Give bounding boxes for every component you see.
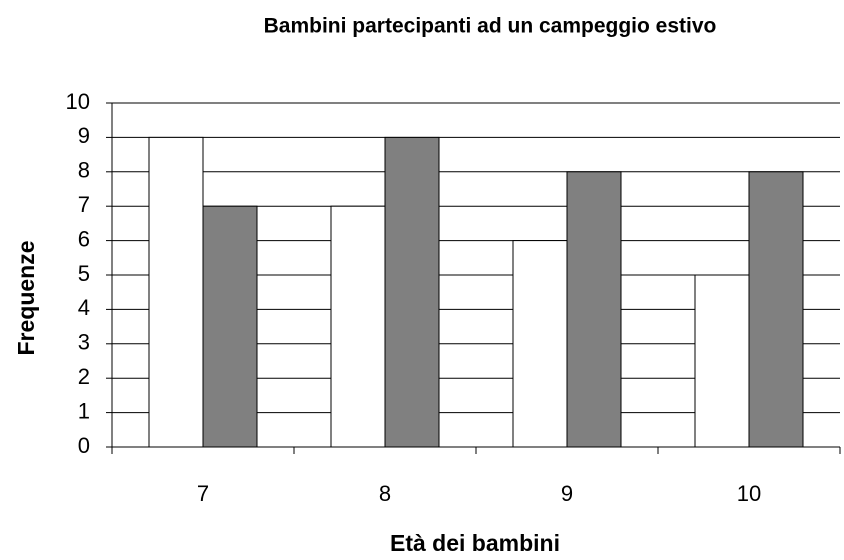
bar [384,136,440,448]
x-tick-label: 8 [379,481,391,506]
bar [566,171,622,448]
chart-title: Bambini partecipanti ad un campeggio est… [264,15,717,38]
y-tick-label: 0 [78,433,90,458]
x-tick-label: 7 [197,481,209,506]
y-tick-label: 2 [78,364,90,389]
x-axis-title: Età dei bambini [390,530,560,556]
y-tick-label: 5 [78,261,90,286]
x-tick-label: 10 [737,481,761,506]
bar [748,171,804,448]
y-tick-label: 1 [78,398,90,423]
y-tick-label: 10 [66,89,90,114]
bar [694,274,750,448]
y-tick-label: 4 [78,295,90,320]
y-tick-label: 6 [78,226,90,251]
bar [202,205,258,448]
y-tick-label: 7 [78,192,90,217]
y-tick-label: 9 [78,123,90,148]
bar [148,136,204,448]
x-tick-label: 9 [561,481,573,506]
bar [512,240,568,448]
y-axis-title: Frequenze [13,240,39,355]
y-tick-label: 3 [78,330,90,355]
bar [330,205,386,448]
y-tick-label: 8 [78,158,90,183]
